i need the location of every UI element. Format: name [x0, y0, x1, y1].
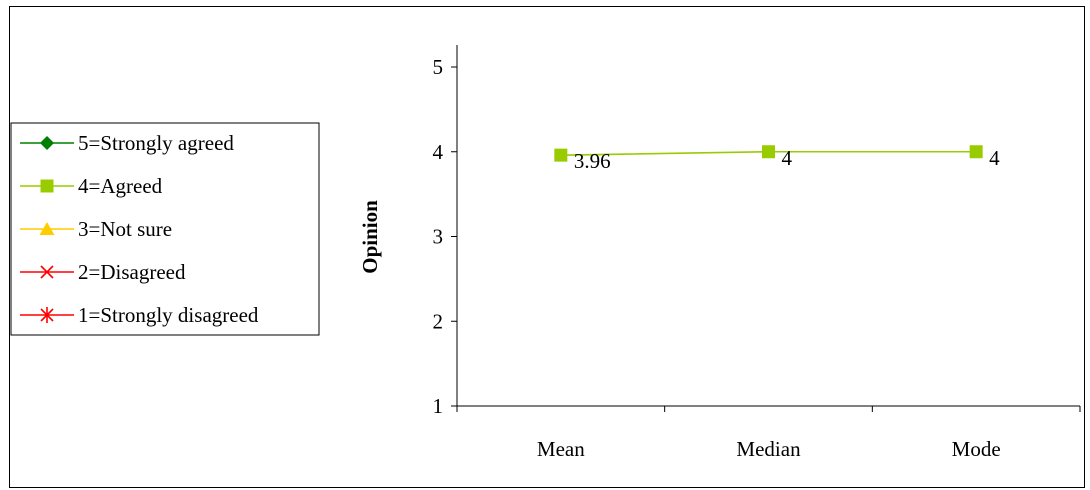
x-tick-label: Median [736, 437, 801, 461]
y-axis-label: Opinion [358, 200, 382, 274]
square-marker-icon [40, 179, 54, 193]
legend-item: 3=Not sure [20, 217, 172, 241]
legend-label: 3=Not sure [78, 217, 172, 241]
x-marker-icon [40, 265, 54, 279]
triangle-marker-icon [39, 222, 55, 235]
y-tick-label: 3 [433, 225, 444, 249]
y-tick-label: 1 [433, 394, 444, 418]
data-point [762, 145, 775, 159]
chart-marks: 3.96 4 4 [554, 145, 1000, 173]
star-marker-icon [40, 307, 54, 323]
legend-label: 5=Strongly agreed [78, 131, 234, 155]
data-label: 4 [989, 146, 1000, 170]
chart-axes: 1 2 3 4 5 Mean Median Mode [433, 45, 1081, 461]
data-point [554, 148, 568, 162]
legend-item: 2=Disagreed [20, 260, 186, 284]
x-tick-label: Mode [952, 437, 1001, 461]
legend-item: 4=Agreed [20, 174, 163, 198]
legend-item: 5=Strongly agreed [20, 131, 234, 155]
legend-label: 4=Agreed [78, 174, 163, 198]
data-point [969, 145, 983, 159]
x-tick-label: Mean [537, 437, 585, 461]
legend-label: 1=Strongly disagreed [78, 303, 259, 327]
y-tick-label: 4 [433, 140, 444, 164]
data-label: 4 [782, 146, 793, 170]
legend-item: 1=Strongly disagreed [20, 303, 259, 327]
legend: 5=Strongly agreed 4=Agreed 3=Not sure 2=Dis… [10, 122, 320, 336]
y-tick-label: 2 [433, 309, 444, 333]
y-tick-label: 5 [433, 55, 444, 79]
diamond-marker-icon [40, 136, 54, 150]
legend-label: 2=Disagreed [78, 260, 186, 284]
data-label: 3.96 [574, 149, 611, 173]
